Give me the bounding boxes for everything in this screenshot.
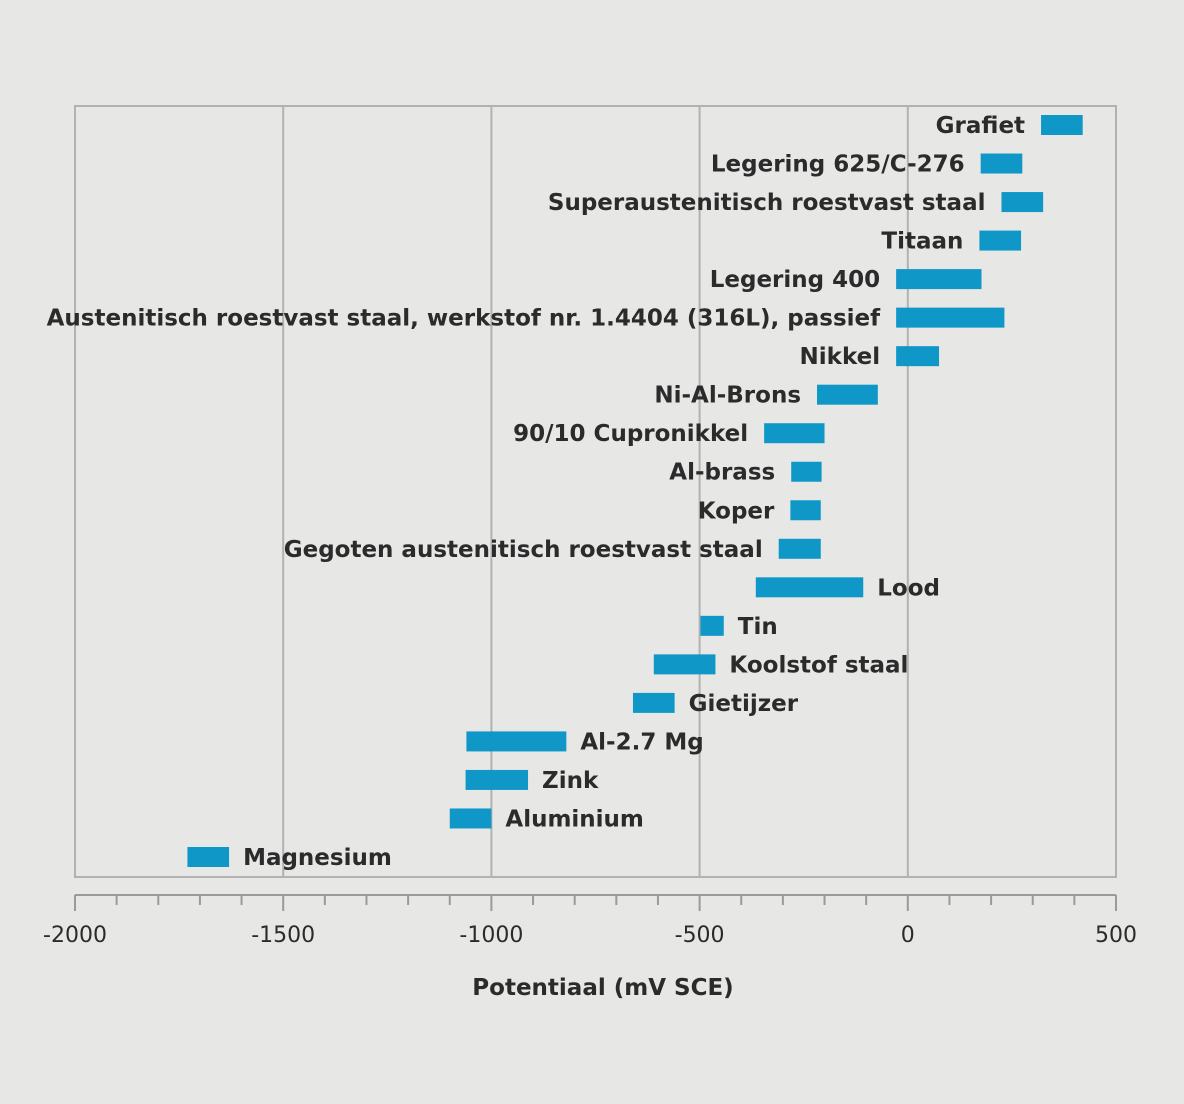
- bar-label: Ni-Al-Brons: [654, 383, 801, 409]
- bars: [187, 115, 1083, 867]
- grid-lines: [282, 106, 909, 877]
- x-tick-label: -1500: [251, 923, 315, 948]
- range-bar: [187, 847, 230, 867]
- bar-label: Gietijzer: [689, 691, 799, 717]
- range-bar: [778, 538, 821, 559]
- bar-label: Titaan: [881, 229, 963, 255]
- bar-label: Austenitisch roestvast staal, werkstof n…: [47, 306, 881, 332]
- bar-label: Magnesium: [243, 845, 392, 871]
- x-tick-label: -1000: [459, 923, 523, 948]
- range-bar: [632, 692, 675, 713]
- range-bar: [896, 307, 1005, 328]
- bar-label: Legering 625/C-276: [711, 152, 965, 178]
- bar-labels: Grafiet Legering 625/C-276 Superaustenitis…: [47, 113, 1025, 871]
- range-bar: [764, 423, 825, 444]
- range-bar: [700, 615, 724, 636]
- x-tick-label: 0: [901, 923, 915, 948]
- bar-label: Legering 400: [710, 267, 880, 293]
- x-tick-label: 500: [1095, 923, 1137, 948]
- range-bar: [653, 654, 716, 675]
- bar-label: Superaustenitisch roestvast staal: [548, 190, 986, 216]
- range-bar: [1041, 115, 1083, 135]
- range-bar: [979, 230, 1022, 251]
- x-tick-label: -2000: [43, 923, 107, 948]
- range-bar: [896, 346, 940, 367]
- range-bar: [896, 269, 982, 290]
- range-bar: [817, 384, 878, 405]
- bar-label: Zink: [542, 768, 599, 794]
- range-bar: [755, 577, 864, 598]
- bar-label: Koper: [698, 498, 775, 524]
- plot-area: [74, 105, 1117, 878]
- bar-label: Al-brass: [669, 460, 775, 486]
- bar-label: Grafiet: [936, 113, 1025, 139]
- x-tick-label: -500: [675, 923, 725, 948]
- bar-label: 90/10 Cupronikkel: [513, 421, 748, 447]
- bar-label: Nikkel: [800, 344, 881, 370]
- range-bar: [791, 461, 822, 482]
- bar-label: Tin: [738, 614, 778, 640]
- bar-label: Gegoten austenitisch roestvast staal: [284, 537, 763, 563]
- x-axis-title: Potentiaal (mV SCE): [472, 975, 733, 1001]
- range-bar: [980, 153, 1023, 174]
- bar-label: Koolstof staal: [729, 652, 908, 678]
- range-bar: [790, 500, 821, 521]
- range-bar: [466, 731, 567, 752]
- bar-label: Al-2.7 Mg: [580, 729, 703, 755]
- x-axis: -2000 -1500 -1000 -500 0 500: [43, 894, 1137, 948]
- range-bar: [1001, 192, 1044, 213]
- bar-label: Aluminium: [505, 806, 644, 832]
- range-bar: [465, 769, 529, 790]
- range-bar: [449, 808, 492, 829]
- bar-label: Lood: [877, 575, 940, 601]
